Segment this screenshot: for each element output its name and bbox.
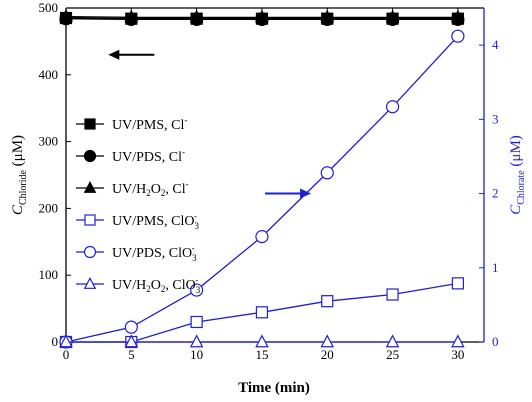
data-point-series-5: [451, 334, 465, 348]
data-point-series-2: [320, 9, 335, 23]
data-point-series-4: [451, 29, 465, 43]
data-point-series-2: [255, 9, 269, 23]
x-tick-label: 20: [321, 347, 334, 362]
arrow-left-head: [108, 49, 120, 60]
x-axis-title: Time (min): [238, 380, 310, 396]
x-tick-label: 15: [255, 347, 268, 362]
data-point-series-4: [255, 230, 269, 244]
data-point-series-4: [190, 283, 204, 297]
data-point-series-5: [385, 334, 400, 348]
y-right-tick-label: 3: [492, 111, 499, 126]
x-tick-label: 25: [386, 347, 399, 362]
data-point-series-2: [124, 9, 139, 23]
legend-label: UV/H2O2, Cl-: [112, 179, 189, 198]
y-left-tick-label: 400: [39, 67, 59, 82]
arrow-right-head: [300, 188, 312, 199]
y-left-tick-label: 300: [39, 134, 59, 149]
data-point-series-3: [255, 306, 269, 319]
y-left-axis-title: CChloride (μM): [10, 135, 29, 215]
x-tick-label: 0: [63, 347, 70, 362]
legend-marker: [84, 214, 96, 226]
data-point-series-3: [386, 288, 399, 301]
y-left-tick-label: 500: [39, 0, 59, 15]
data-point-series-4: [385, 100, 400, 114]
y-right-tick-label: 1: [492, 260, 499, 275]
data-point-series-4: [124, 320, 138, 334]
data-point-series-5: [320, 334, 335, 348]
legend-marker: [83, 276, 97, 289]
y-left-tick-label: 0: [52, 334, 59, 349]
legend-label: UV/PDS, ClO3-: [112, 243, 197, 263]
y-left-tick-label: 200: [39, 200, 59, 215]
data-point-series-5: [124, 334, 139, 348]
data-point-series-2: [385, 9, 400, 23]
legend: UV/PMS, Cl- UV/PDS, Cl- UV/H2O2, Cl- UV/PMS…: [76, 115, 201, 295]
data-point-series-3: [321, 295, 334, 308]
y-right-tick-label: 4: [492, 37, 499, 52]
legend-label: UV/PMS, ClO3-: [112, 211, 199, 231]
series-layer: [59, 9, 465, 349]
y-left-tick-label: 100: [39, 267, 59, 282]
legend-marker: [84, 118, 96, 130]
legend-label: UV/H2O2, ClO3-: [112, 275, 201, 295]
axes: 0 5 10 15 20 25 30010020030040050001234CChlori…: [10, 0, 527, 362]
data-point-series-3: [190, 315, 203, 329]
legend-label: UV/PMS, Cl-: [112, 115, 187, 133]
data-point-series-2: [451, 9, 465, 23]
data-point-series-5: [59, 334, 73, 348]
x-tick-label: 30: [451, 347, 464, 362]
data-point-series-3: [451, 277, 464, 290]
legend-marker: [83, 245, 97, 259]
y-right-tick-label: 0: [492, 334, 499, 349]
y-right-tick-label: 2: [492, 186, 499, 201]
data-point-series-2: [59, 9, 73, 23]
data-point-series-5: [255, 334, 269, 348]
annotations: [108, 49, 312, 199]
x-tick-label: 5: [128, 347, 135, 362]
legend-label: UV/PDS, Cl-: [112, 147, 185, 165]
legend-marker: [83, 180, 97, 193]
data-point-series-2: [189, 9, 204, 23]
x-tick-label: 10: [190, 347, 203, 362]
data-point-series-4: [320, 166, 334, 180]
data-point-series-5: [189, 334, 204, 348]
legend-marker: [83, 149, 97, 163]
y-right-axis-title: CChlorate (μM): [508, 135, 527, 215]
